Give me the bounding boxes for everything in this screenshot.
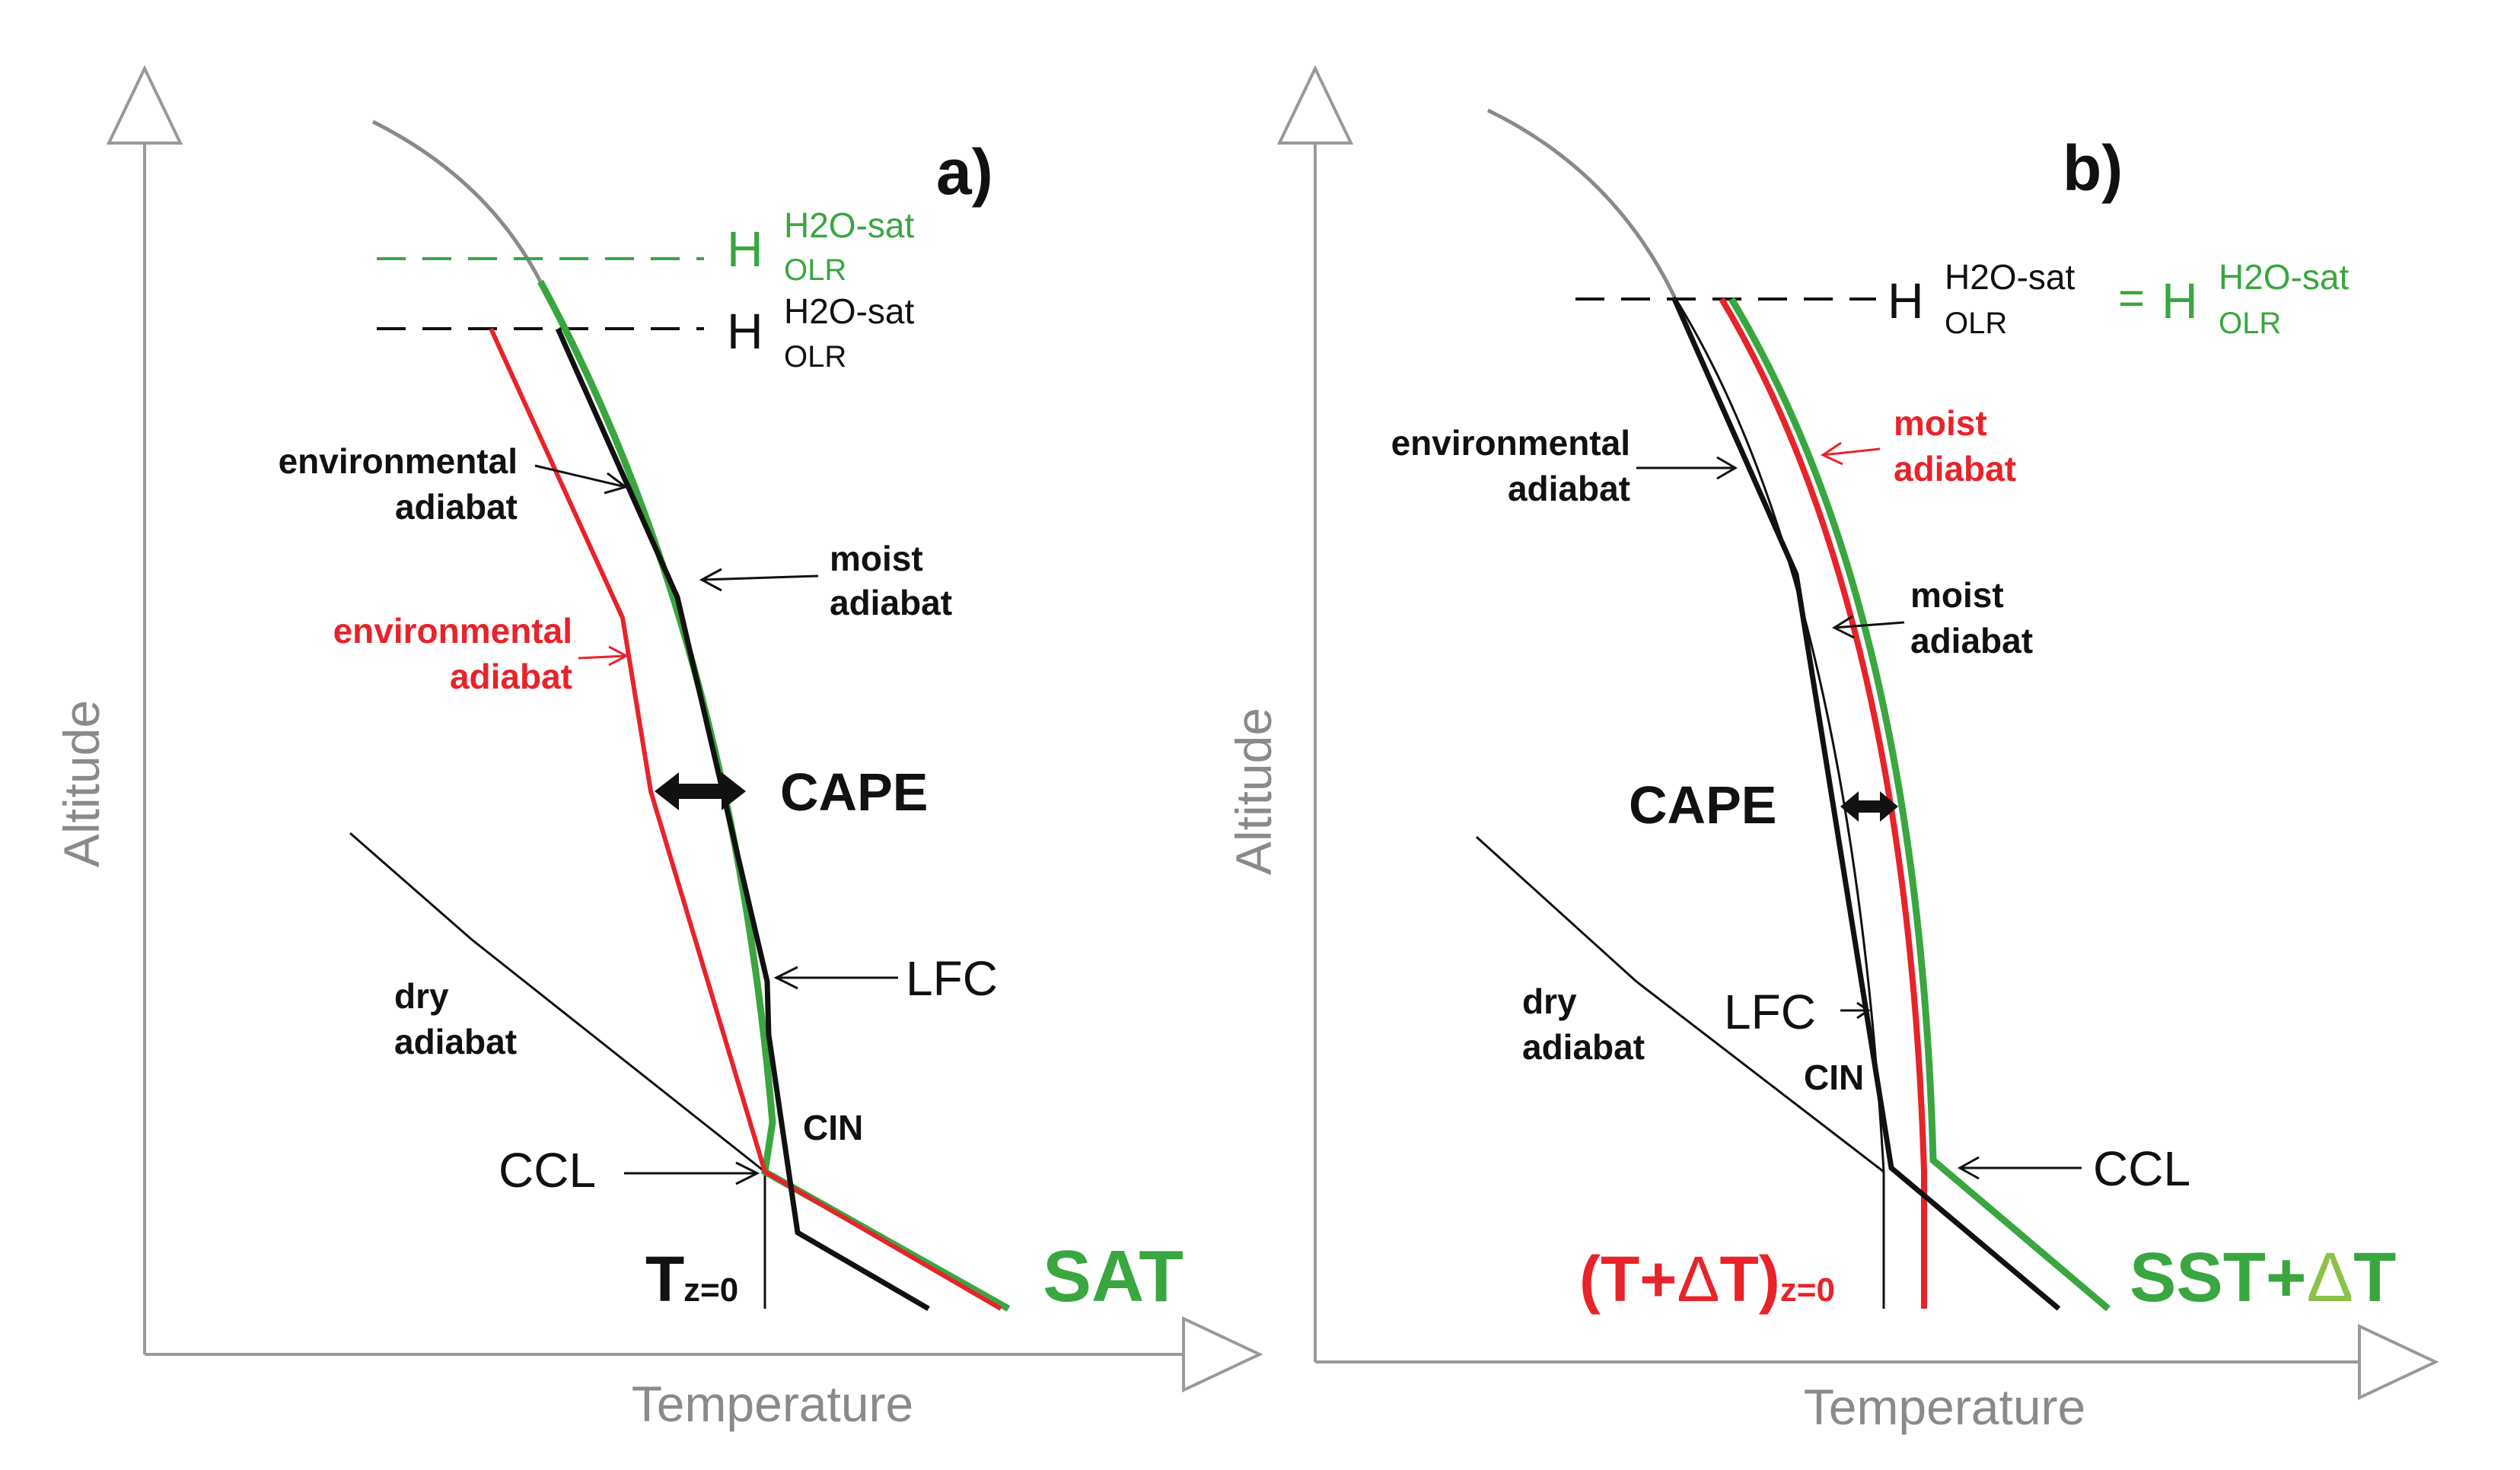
panel-a: a) H H2O-sat OLR H H2O-sat OLR environme… (53, 65, 1263, 1432)
panel-b-h-green-sub: OLR (2219, 307, 2281, 340)
panel-a-y-arrowhead (106, 65, 183, 145)
panel-b: b) H H2O-sat OLR = H H2O-sat OLR environ… (1225, 65, 2439, 1435)
panel-a-t-sub: z=0 (683, 1271, 738, 1309)
panel-b-saturation-curve (1486, 108, 1677, 298)
panel-b-t-label: (T+ΔT)z=0 (1579, 1243, 1835, 1315)
panel-a-h-black-sub: OLR (784, 340, 846, 374)
panel-a-ccl-label: CCL (499, 1143, 596, 1198)
panel-a-cin-label: CIN (803, 1108, 863, 1147)
panel-a-lfc-label: LFC (906, 951, 998, 1006)
panel-b-moist-red-line (1719, 297, 1927, 1309)
panel-b-cape-label: CAPE (1629, 775, 1776, 835)
panel-b-env-label-2: adiabat (1508, 469, 1630, 508)
panel-b-h-black-sub: OLR (1945, 307, 2007, 340)
panel-b-moist-green-line (1728, 297, 2111, 1312)
panel-a-moist-adiabat-line (537, 279, 1011, 1312)
panel-b-dry-label-2: adiabat (1522, 1027, 1645, 1067)
panel-b-equals: = (2118, 272, 2145, 323)
panel-a-env-red-label-2: adiabat (450, 657, 572, 696)
panel-b-h-black-sup: H2O-sat (1945, 257, 2075, 297)
panel-b-ccl-arrow (1957, 1156, 2082, 1180)
panel-a-moist-label-1: moist (830, 539, 923, 578)
panel-b-ccl-label: CCL (2093, 1141, 2190, 1196)
panel-b-env-label-1: environmental (1391, 423, 1630, 463)
panel-a-x-arrowhead (1182, 1316, 1263, 1393)
panel-a-tag: a) (936, 136, 993, 208)
panel-b-lfc-arrow (1840, 1001, 1871, 1020)
panel-a-moist-label-2: adiabat (830, 583, 952, 622)
panel-b-cape-double-arrow (1840, 791, 1898, 822)
panel-b-h-black: H (1888, 272, 1924, 329)
panel-b-moist-red-label-2: adiabat (1894, 449, 2016, 488)
panel-a-env-black-arrow (534, 464, 629, 495)
panel-a-env-red-arrow (578, 645, 629, 667)
panel-b-moist-red-label-1: moist (1894, 403, 1987, 443)
panel-b-env-arrow (1636, 456, 1738, 480)
panel-a-lfc-arrow (773, 966, 898, 990)
panel-a-h-green-sub: OLR (784, 253, 846, 287)
panel-b-env-adiabat-line (1671, 298, 2061, 1311)
panel-a-h-green-sup: H2O-sat (784, 205, 914, 245)
panel-a-env-red-label-1: environmental (333, 611, 572, 651)
panel-a-cape-label: CAPE (780, 762, 928, 822)
panel-b-dry-label-1: dry (1522, 982, 1577, 1021)
panel-a-h-black: H (727, 303, 763, 359)
panel-a-env-black-label-1: environmental (279, 441, 518, 481)
panel-a-moist-arrow (699, 568, 819, 592)
panel-a-t-label: T (645, 1243, 684, 1315)
panel-b-thin-moist-line (1673, 296, 1885, 1172)
panel-a-env-adiabat-black-line (555, 327, 930, 1312)
panel-a-x-axis-title: Temperature (632, 1376, 914, 1432)
panel-b-moist-arrow (1831, 615, 1905, 639)
panel-b-h-green-sup: H2O-sat (2219, 257, 2349, 297)
panel-a-h-green: H (727, 221, 763, 277)
panel-b-h-green: H (2162, 272, 2198, 329)
panel-b-moist-label-1: moist (1910, 575, 2004, 615)
panel-a-cape-double-arrow (655, 772, 746, 810)
panel-b-cin-label: CIN (1804, 1058, 1864, 1097)
panel-a-dry-label-2: adiabat (394, 1022, 517, 1061)
panel-a-y-axis-title: Altitude (53, 700, 110, 867)
panel-b-y-arrowhead (1276, 65, 1354, 145)
panel-b-y-axis-title: Altitude (1225, 708, 1282, 875)
panel-b-sst-label: SST+ΔT (2130, 1239, 2396, 1316)
panel-b-tag: b) (2063, 132, 2123, 204)
panel-a-dry-adiabat-line (349, 832, 766, 1173)
panel-b-dry-adiabat-line (1475, 835, 1884, 1173)
panel-b-x-axis-title: Temperature (1804, 1379, 2086, 1435)
panel-b-moist-red-arrow (1820, 441, 1881, 466)
panel-a-saturation-curve (371, 119, 543, 283)
panel-b-moist-label-2: adiabat (1910, 621, 2033, 660)
panel-a-env-black-label-2: adiabat (395, 487, 518, 527)
panel-a-ccl-arrow (624, 1161, 760, 1185)
panel-a-sat-label: SAT (1043, 1236, 1184, 1317)
panel-a-env-adiabat-red-line (489, 327, 1002, 1311)
panel-a-h-black-sup: H2O-sat (784, 291, 914, 331)
panel-a-dry-label-1: dry (394, 976, 449, 1016)
panel-b-lfc-label: LFC (1724, 985, 1816, 1039)
panel-b-x-arrowhead (2358, 1323, 2439, 1401)
